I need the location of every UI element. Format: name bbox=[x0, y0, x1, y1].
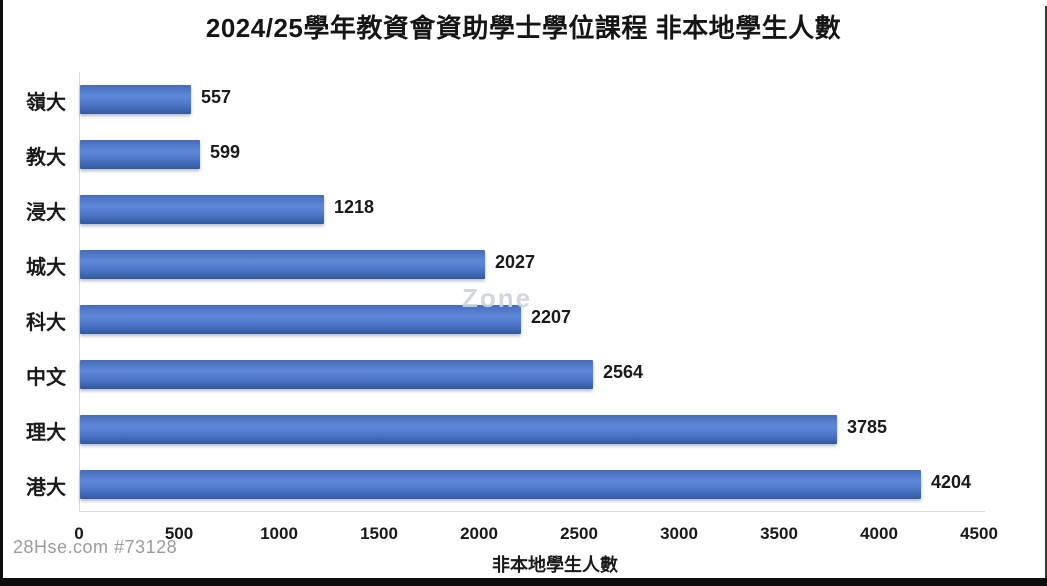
x-tick-label: 3000 bbox=[660, 524, 698, 543]
site-watermark: 28Hse.com #73128 bbox=[13, 537, 178, 557]
category-label: 教大 bbox=[26, 147, 66, 169]
bar bbox=[80, 85, 191, 114]
bar-row: 城大 2027 bbox=[26, 237, 979, 292]
x-tick-label: 2000 bbox=[460, 524, 498, 543]
bar bbox=[80, 305, 521, 334]
x-tick-label: 1500 bbox=[360, 524, 398, 543]
x-axis-title: 非本地學生人數 bbox=[492, 555, 618, 575]
zone-watermark: Zone bbox=[462, 283, 533, 313]
value-label: 4204 bbox=[931, 472, 972, 492]
x-tick-label: 0 bbox=[74, 524, 84, 543]
x-tick-label: 1000 bbox=[260, 524, 298, 543]
bar-row: 浸大 1218 bbox=[26, 182, 979, 237]
x-tick-label: 3500 bbox=[760, 524, 798, 543]
bar bbox=[80, 140, 200, 169]
x-tick-label: 4500 bbox=[960, 524, 998, 543]
chart-title: 2024/25學年教資會資助學士學位課程 非本地學生人數 bbox=[205, 13, 842, 43]
bar bbox=[80, 250, 485, 279]
bar bbox=[80, 360, 593, 389]
bar-row: 嶺大 557 bbox=[26, 72, 979, 127]
category-label: 理大 bbox=[26, 422, 66, 444]
plot-area: 嶺大 557 教大 599 浸大 1218 城大 2027 科大 2207 中文 2564 理大 3785… bbox=[26, 72, 979, 512]
bar bbox=[80, 470, 921, 499]
bar-row: 港大 4204 bbox=[26, 457, 979, 512]
bar-row: 教大 599 bbox=[26, 127, 979, 182]
left-border bbox=[0, 0, 3, 586]
bar-row: 理大 3785 bbox=[26, 402, 979, 457]
x-tick-label: 2500 bbox=[560, 524, 598, 543]
category-label: 嶺大 bbox=[26, 92, 66, 114]
x-tick-label: 4000 bbox=[860, 524, 898, 543]
value-label: 557 bbox=[201, 87, 232, 107]
value-label: 599 bbox=[210, 142, 241, 162]
bar bbox=[80, 195, 324, 224]
value-label: 2027 bbox=[495, 252, 536, 272]
value-label: 3785 bbox=[847, 417, 888, 437]
value-label: 2207 bbox=[531, 307, 572, 327]
value-label: 2564 bbox=[603, 362, 644, 382]
value-label: 1218 bbox=[334, 197, 375, 217]
category-label: 中文 bbox=[26, 367, 66, 389]
bar-row: 科大 2207 bbox=[26, 292, 979, 347]
category-label: 科大 bbox=[26, 312, 66, 334]
bottom-border bbox=[0, 578, 1047, 586]
bar-row: 中文 2564 bbox=[26, 347, 979, 402]
category-label: 城大 bbox=[26, 257, 66, 279]
x-tick-label: 500 bbox=[164, 524, 194, 543]
category-label: 港大 bbox=[26, 477, 66, 499]
bar bbox=[80, 415, 837, 444]
x-axis-line bbox=[79, 511, 985, 512]
y-axis-line bbox=[79, 72, 80, 512]
x-axis-ticks: 0 500 1000 1500 2000 2500 3000 3500 4000 4500 bbox=[0, 524, 1047, 548]
category-label: 浸大 bbox=[26, 202, 66, 224]
right-border bbox=[1045, 6, 1047, 586]
